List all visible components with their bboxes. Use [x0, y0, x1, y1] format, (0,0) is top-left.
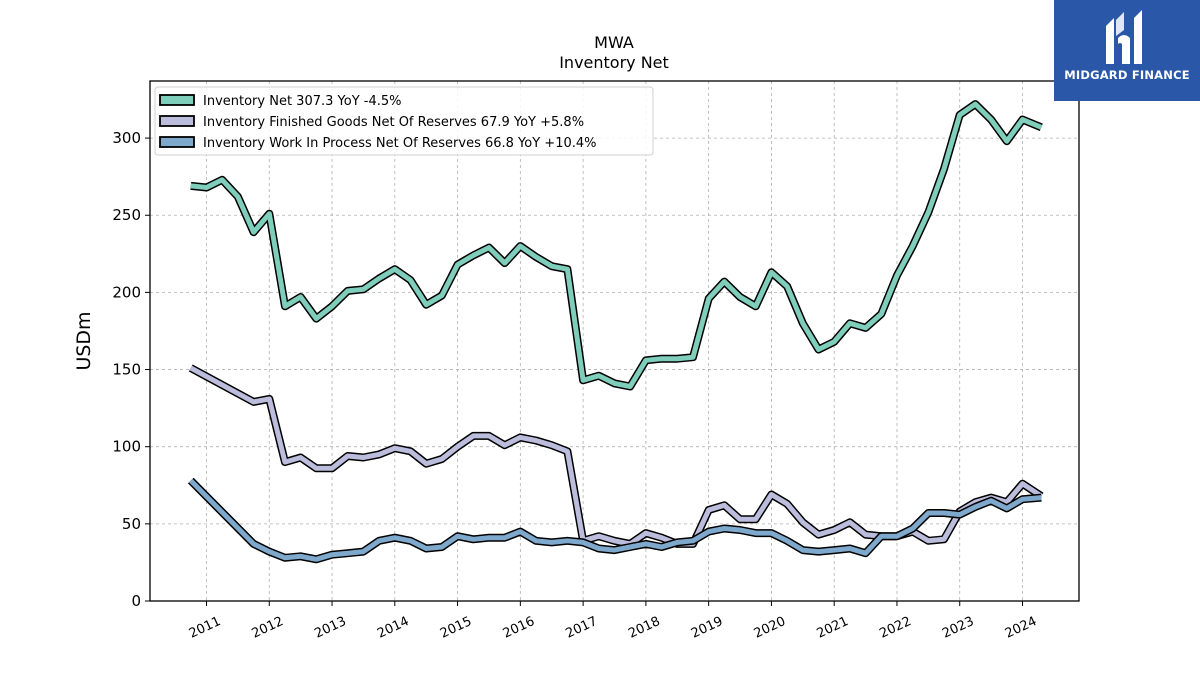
series-line-2	[189, 478, 1042, 562]
chart-title: MWA	[594, 33, 634, 52]
y-tick-label: 0	[131, 592, 141, 610]
y-tick-label: 100	[112, 438, 141, 456]
plot-frame	[149, 80, 1080, 602]
x-tick-label: 2016	[501, 614, 537, 642]
series-layer	[187, 100, 1044, 564]
x-tick-label: 2013	[312, 614, 348, 642]
legend-swatch-2	[159, 136, 195, 148]
x-tick-label: 2019	[689, 614, 725, 642]
series-line-1	[189, 365, 1043, 547]
y-tick-label: 50	[122, 515, 141, 533]
x-tick-label: 2023	[940, 614, 976, 642]
grid-lines	[150, 81, 1079, 601]
y-tick-label: 250	[112, 206, 141, 224]
x-tick-label: 2020	[752, 614, 788, 642]
legend-entry-1: Inventory Finished Goods Net Of Reserves…	[203, 115, 584, 130]
y-tick-label: 300	[112, 129, 141, 147]
chart-subtitle: Inventory Net	[559, 53, 669, 72]
x-tick-label: 2024	[1003, 614, 1039, 642]
legend: Inventory Net 307.3 YoY -4.5% Inventory F…	[154, 86, 654, 156]
legend-box	[154, 86, 654, 156]
y-axis-label: USDm	[73, 311, 95, 370]
x-tick-label: 2014	[375, 614, 411, 642]
series-line-outline-1	[188, 364, 1044, 548]
series-line-0	[190, 101, 1043, 389]
x-tick-label: 2022	[877, 614, 913, 642]
x-axis: 2011 2012 2013 2014 2015 2016 2017 2018 2019 2020…	[187, 601, 1039, 642]
x-tick-label: 2021	[815, 614, 851, 642]
x-tick-label: 2012	[250, 614, 286, 642]
legend-entry-0: Inventory Net 307.3 YoY -4.5%	[203, 94, 402, 109]
y-axis: 0 50 100 150 200 250 300	[112, 129, 150, 610]
logo-text: MIDGARD FINANCE	[1064, 68, 1190, 82]
midgard-logo-icon	[1106, 10, 1142, 64]
x-tick-label: 2015	[438, 614, 474, 642]
y-tick-label: 150	[112, 361, 141, 379]
x-tick-label: 2018	[626, 614, 662, 642]
legend-swatch-1	[159, 115, 195, 127]
y-tick-label: 200	[112, 283, 141, 301]
legend-entry-2: Inventory Work In Process Net Of Reserve…	[203, 136, 597, 151]
x-tick-label: 2017	[563, 614, 599, 642]
legend-swatch-0	[159, 94, 195, 106]
x-tick-label: 2011	[187, 614, 223, 642]
midgard-logo: MIDGARD FINANCE	[1054, 0, 1200, 101]
